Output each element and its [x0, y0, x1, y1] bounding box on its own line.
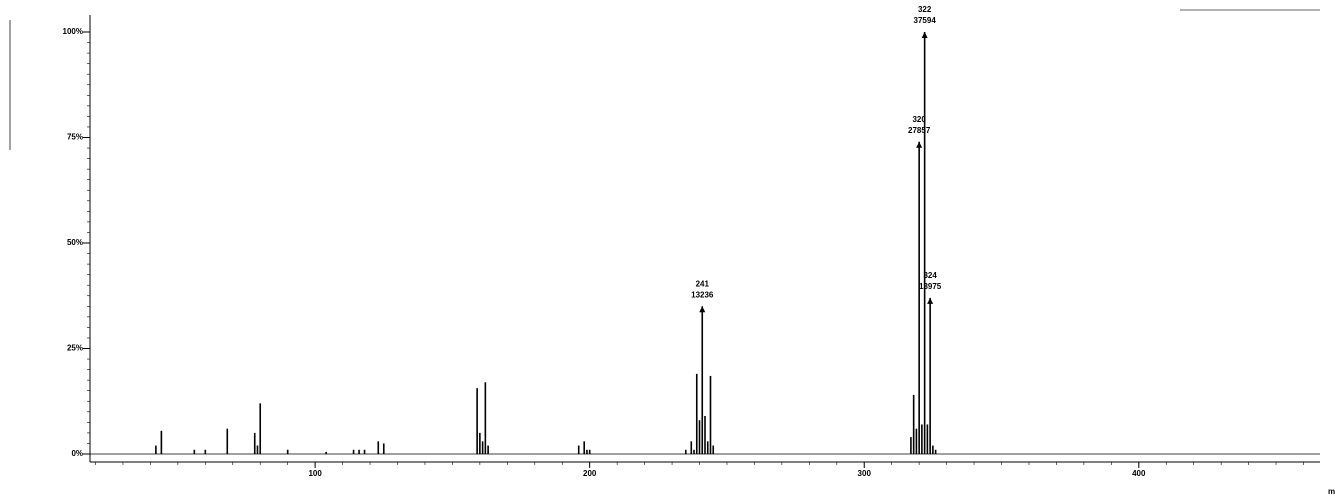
x-tick-label: 400: [1132, 469, 1146, 478]
peak-intensity-label: 27857: [908, 126, 931, 135]
peak-arrow: [927, 297, 934, 304]
y-tick-label: 100%: [63, 27, 83, 36]
peak-arrow: [921, 32, 928, 38]
peak-intensity-label: 13975: [919, 282, 942, 291]
x-tick-label: 100: [308, 469, 322, 478]
y-tick-label: 50%: [67, 238, 83, 247]
peak-mz-label: 322: [918, 5, 932, 14]
y-tick-label: 75%: [67, 133, 83, 142]
peak-arrow: [699, 306, 706, 313]
peak-mz-label: 320: [912, 115, 926, 124]
y-tick-label: 25%: [67, 344, 83, 353]
peak-arrow: [916, 141, 923, 148]
y-tick-label: 0%: [71, 449, 83, 458]
x-tick-label: 300: [858, 469, 872, 478]
peak-mz-label: 324: [923, 271, 937, 280]
peak-intensity-label: 13236: [691, 290, 714, 299]
x-axis-label: m: [1328, 487, 1335, 496]
x-tick-label: 200: [583, 469, 597, 478]
peak-mz-label: 241: [696, 279, 710, 288]
peak-intensity-label: 37594: [914, 16, 937, 25]
